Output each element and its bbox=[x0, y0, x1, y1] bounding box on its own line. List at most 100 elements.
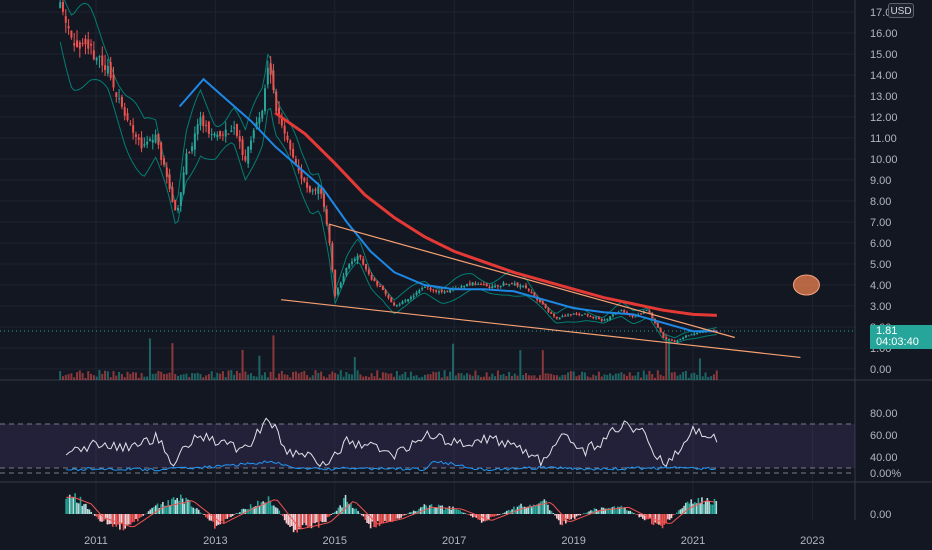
histogram-bar bbox=[151, 507, 153, 514]
candle-body bbox=[193, 133, 196, 150]
histogram-bar bbox=[581, 514, 583, 515]
candle-body bbox=[64, 16, 67, 23]
volume-bar bbox=[126, 371, 129, 380]
volume-bar bbox=[412, 375, 415, 380]
histogram-bar bbox=[122, 514, 125, 531]
histogram-bar bbox=[484, 514, 487, 522]
histogram-bar bbox=[391, 514, 393, 523]
histogram-bar bbox=[445, 507, 447, 514]
volume-bar bbox=[129, 373, 132, 380]
histogram-signal-line bbox=[66, 496, 715, 530]
histogram-bar bbox=[403, 514, 406, 516]
histogram-bar bbox=[178, 500, 180, 514]
histogram-bar bbox=[588, 511, 590, 514]
price-tick-label: 8.00 bbox=[870, 196, 891, 208]
histogram-bar bbox=[156, 503, 159, 514]
histogram-bar bbox=[609, 508, 612, 514]
candle-body bbox=[513, 283, 516, 286]
volume-bar bbox=[544, 373, 547, 380]
histogram-bar bbox=[278, 510, 281, 514]
histogram-bar bbox=[360, 514, 363, 516]
histogram-bar bbox=[319, 514, 322, 522]
currency-badge[interactable]: USD bbox=[888, 3, 914, 18]
histogram-bar bbox=[667, 514, 669, 520]
histogram-bar bbox=[255, 506, 257, 514]
histogram-bar bbox=[665, 514, 667, 523]
volume-bar bbox=[656, 370, 659, 380]
volume-bar bbox=[583, 372, 586, 380]
candle-body bbox=[219, 130, 222, 137]
histogram-bar bbox=[419, 507, 422, 514]
candle-body bbox=[449, 289, 452, 293]
candle-body bbox=[95, 57, 98, 61]
volume-bar bbox=[160, 371, 163, 380]
histogram-bar bbox=[269, 500, 272, 514]
candle-body bbox=[547, 308, 550, 312]
volume-bar bbox=[651, 373, 654, 380]
histogram-bar bbox=[303, 514, 306, 524]
candle-body bbox=[266, 67, 269, 85]
volume-bar bbox=[106, 371, 109, 380]
candle-body bbox=[693, 333, 696, 335]
candle-body bbox=[519, 285, 522, 288]
volume-bar bbox=[665, 333, 668, 380]
volume-bar bbox=[233, 374, 236, 380]
histogram-bar bbox=[402, 514, 404, 516]
candle-body bbox=[101, 55, 104, 66]
volume-bar bbox=[283, 374, 286, 380]
volume-bar bbox=[123, 377, 126, 380]
histogram-bar bbox=[301, 514, 304, 526]
volume-bar bbox=[224, 377, 227, 380]
histogram-bar bbox=[369, 514, 372, 529]
candle-body bbox=[432, 289, 435, 291]
candle-body bbox=[238, 136, 241, 142]
candle-body bbox=[659, 328, 662, 333]
candle-body bbox=[435, 290, 438, 292]
volume-bar bbox=[693, 372, 696, 380]
volume-bar bbox=[541, 350, 544, 380]
histogram-bar bbox=[532, 504, 535, 514]
trendlines bbox=[281, 223, 801, 359]
histogram-bar bbox=[224, 514, 227, 520]
candle-body bbox=[603, 319, 606, 321]
histogram-bar bbox=[505, 510, 508, 514]
volume-bar bbox=[207, 374, 210, 380]
histogram-bar bbox=[346, 501, 349, 514]
histogram-bar bbox=[242, 508, 245, 514]
candle-body bbox=[415, 292, 418, 296]
histogram-bar bbox=[710, 504, 712, 514]
histogram-bar bbox=[163, 505, 166, 514]
histogram-bar bbox=[715, 501, 718, 514]
volume-bar bbox=[510, 375, 513, 380]
histogram-bar bbox=[430, 504, 433, 514]
volume-bar bbox=[555, 375, 558, 380]
price-tick-label: 15.00 bbox=[870, 49, 898, 61]
histogram-bar bbox=[341, 507, 343, 514]
histogram-bar bbox=[432, 508, 435, 514]
volume-bar bbox=[78, 370, 81, 380]
histogram-bar bbox=[573, 514, 576, 519]
candle-body bbox=[322, 193, 325, 207]
candle-body bbox=[494, 285, 497, 288]
volume-bar bbox=[202, 377, 205, 380]
histogram-bar bbox=[448, 506, 451, 514]
histogram-bar bbox=[321, 514, 324, 523]
candle-body bbox=[423, 286, 426, 288]
price-tick-label: 5.00 bbox=[870, 259, 891, 271]
histogram-bar bbox=[690, 499, 693, 514]
price-tick-label: 6.00 bbox=[870, 238, 891, 250]
candle-body bbox=[398, 304, 401, 306]
histogram-bar bbox=[110, 514, 112, 524]
histogram-bar bbox=[672, 514, 675, 516]
candle-body bbox=[463, 285, 466, 288]
volume-bar bbox=[157, 371, 160, 380]
histogram-bar bbox=[486, 514, 488, 521]
histogram-bar bbox=[411, 512, 413, 514]
candle-body bbox=[76, 40, 79, 48]
histogram-bar bbox=[231, 514, 234, 517]
histogram-bar bbox=[394, 514, 397, 520]
histogram-bar bbox=[568, 514, 571, 520]
price-tick-label: 11.00 bbox=[870, 133, 897, 145]
candle-body bbox=[555, 316, 558, 319]
